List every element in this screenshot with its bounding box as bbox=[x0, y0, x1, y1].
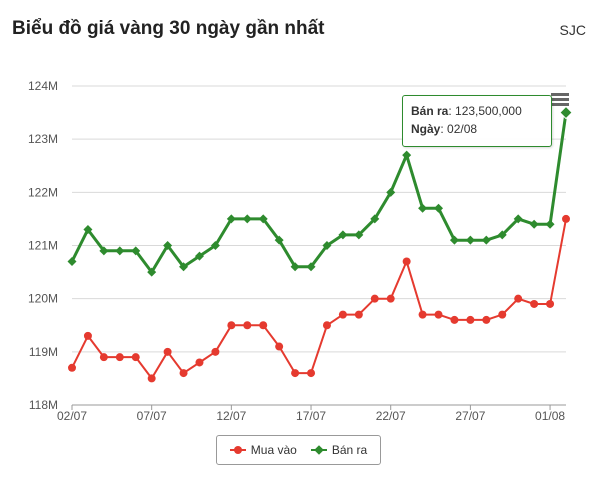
sell-point bbox=[559, 105, 573, 120]
sell-point bbox=[131, 246, 141, 256]
y-tick-label: 121M bbox=[28, 239, 58, 253]
sell-point bbox=[210, 241, 220, 250]
sell-point bbox=[194, 251, 204, 261]
sell-point bbox=[449, 235, 459, 245]
tooltip-date-value: 02/08 bbox=[447, 122, 478, 136]
buy-point bbox=[259, 321, 268, 330]
buy-point bbox=[370, 294, 379, 303]
buy-point bbox=[402, 257, 411, 266]
legend-buy-label: Mua vào bbox=[250, 443, 297, 457]
buy-point bbox=[434, 310, 443, 319]
sell-point bbox=[434, 203, 444, 213]
source-label: SJC bbox=[559, 22, 586, 38]
sell-point bbox=[545, 219, 555, 229]
buy-point bbox=[322, 321, 331, 330]
x-tick-label: 01/08 bbox=[535, 409, 565, 423]
buy-point bbox=[115, 353, 124, 362]
x-tick-label: 17/07 bbox=[296, 409, 326, 423]
chart-title: Biểu đồ giá vàng 30 ngày gần nhất bbox=[12, 18, 325, 39]
buy-point bbox=[211, 347, 220, 356]
sell-point bbox=[465, 235, 475, 245]
buy-point bbox=[195, 358, 204, 367]
chart-menu-icon[interactable] bbox=[551, 93, 569, 107]
sell-point bbox=[226, 214, 236, 224]
sell-point bbox=[402, 150, 412, 160]
buy-point bbox=[179, 369, 188, 378]
legend-item-sell[interactable]: Bán ra bbox=[310, 443, 368, 457]
sell-point bbox=[370, 214, 380, 224]
chart-tooltip: Bán ra: 123,500,000 Ngày: 02/08 bbox=[402, 95, 552, 147]
buy-point bbox=[386, 294, 395, 303]
y-tick-label: 122M bbox=[28, 185, 58, 199]
buy-point bbox=[307, 369, 316, 378]
sell-point bbox=[99, 246, 109, 256]
x-tick-label: 27/07 bbox=[455, 409, 485, 423]
buy-point bbox=[147, 374, 156, 383]
tooltip-date-label: Ngày bbox=[411, 122, 441, 136]
sell-point bbox=[242, 214, 252, 224]
sell-point bbox=[386, 187, 396, 197]
y-tick-label: 124M bbox=[28, 79, 58, 93]
sell-point bbox=[529, 219, 539, 229]
sell-point bbox=[115, 246, 125, 256]
sell-point bbox=[338, 230, 348, 240]
tooltip-sell-label: Bán ra bbox=[411, 104, 449, 118]
buy-point bbox=[83, 331, 92, 340]
x-tick-label: 07/07 bbox=[137, 409, 167, 423]
legend-item-buy[interactable]: Mua vào bbox=[229, 443, 297, 457]
buy-point bbox=[227, 321, 236, 330]
chart-legend: Mua vào Bán ra bbox=[216, 435, 381, 465]
buy-point bbox=[466, 315, 475, 324]
buy-point bbox=[450, 315, 459, 324]
buy-point bbox=[354, 310, 363, 319]
buy-point bbox=[163, 347, 172, 356]
y-tick-label: 123M bbox=[28, 132, 58, 146]
buy-point bbox=[275, 342, 284, 351]
buy-point bbox=[243, 321, 252, 330]
sell-point bbox=[418, 203, 428, 213]
sell-point bbox=[513, 214, 523, 224]
tooltip-sell-value: 123,500,000 bbox=[455, 104, 522, 118]
legend-sell-label: Bán ra bbox=[331, 443, 368, 457]
sell-point bbox=[179, 262, 189, 272]
y-tick-label: 120M bbox=[28, 292, 58, 306]
y-tick-label: 118M bbox=[29, 398, 58, 412]
legend-sell-marker bbox=[310, 445, 327, 455]
x-tick-label: 12/07 bbox=[216, 409, 246, 423]
buy-point bbox=[530, 299, 539, 308]
sell-point bbox=[354, 230, 364, 240]
sell-point bbox=[83, 225, 93, 235]
legend-buy-marker bbox=[229, 446, 246, 454]
sell-point bbox=[163, 241, 173, 250]
buy-point bbox=[131, 353, 140, 362]
sell-point bbox=[322, 241, 332, 250]
sell-point bbox=[258, 214, 268, 224]
buy-point bbox=[338, 310, 347, 319]
buy-point bbox=[418, 310, 427, 319]
sell-point bbox=[481, 235, 491, 245]
buy-point bbox=[68, 363, 76, 372]
sell-point bbox=[274, 235, 284, 245]
buy-point bbox=[546, 299, 555, 308]
buy-point bbox=[291, 369, 300, 378]
buy-point bbox=[562, 214, 570, 223]
buy-point bbox=[99, 353, 108, 362]
sell-point bbox=[290, 262, 300, 272]
x-tick-label: 22/07 bbox=[376, 409, 406, 423]
x-tick-label: 02/07 bbox=[57, 409, 87, 423]
y-tick-label: 119M bbox=[29, 345, 58, 359]
buy-point bbox=[498, 310, 507, 319]
sell-point bbox=[147, 267, 157, 277]
sell-point bbox=[67, 256, 77, 266]
buy-point bbox=[482, 315, 491, 324]
sell-point bbox=[306, 262, 316, 272]
sell-point bbox=[497, 230, 507, 240]
buy-point bbox=[514, 294, 523, 303]
